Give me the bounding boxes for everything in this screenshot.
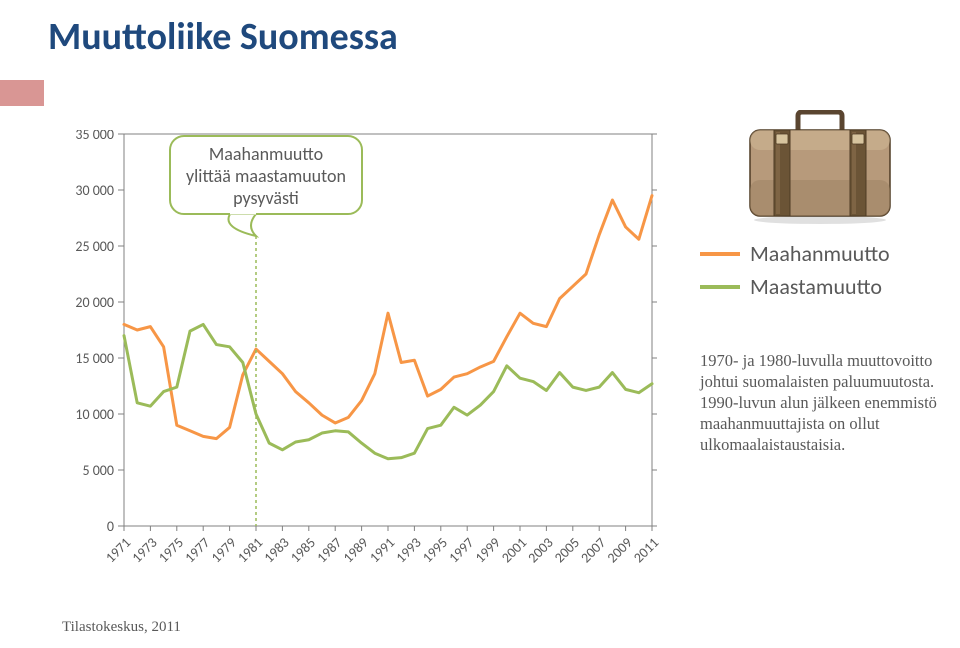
svg-text:35 000: 35 000 [75,130,114,143]
svg-text:0: 0 [107,518,114,535]
legend-item-maahanmuutto: Maahanmuutto [700,240,890,267]
svg-text:25 000: 25 000 [75,238,114,255]
svg-text:2011: 2011 [630,534,662,566]
legend-swatch [700,285,740,289]
source-citation: Tilastokeskus, 2011 [62,619,181,636]
annotation-note: 1970- ja 1980-luvulla muuttovoitto johtu… [700,350,942,456]
legend-label: Maahanmuutto [750,240,890,267]
svg-text:pysyvästi: pysyvästi [233,187,299,209]
svg-text:ylittää maastamuuton: ylittää maastamuuton [186,165,346,187]
svg-text:1983: 1983 [260,534,292,566]
migration-chart: 0 5 000 10 000 15 000 20 000 25 000 30 000 35 0… [62,130,662,580]
svg-text:2005: 2005 [551,534,583,566]
svg-text:1971: 1971 [102,534,134,566]
svg-text:20 000: 20 000 [75,294,114,311]
svg-text:1981: 1981 [234,534,266,566]
svg-text:1999: 1999 [472,534,504,566]
svg-text:2001: 2001 [498,534,530,566]
svg-text:2007: 2007 [577,534,609,566]
side-tab-decoration [0,80,44,106]
svg-text:1973: 1973 [128,534,160,566]
svg-text:2009: 2009 [604,534,636,566]
legend-swatch [700,252,740,256]
chart-svg: 0 5 000 10 000 15 000 20 000 25 000 30 000 35 0… [62,130,662,580]
slide: Muuttoliike Suomessa 0 5 000 10 000 15 000 2… [0,0,960,648]
svg-text:1995: 1995 [419,534,451,566]
legend-label: Maastamuutto [750,273,882,300]
svg-text:1985: 1985 [287,534,319,566]
svg-text:2003: 2003 [524,534,556,566]
chart-legend: Maahanmuutto Maastamuutto [700,240,890,306]
svg-text:1987: 1987 [313,534,345,566]
svg-text:10 000: 10 000 [75,406,114,423]
suitcase-icon [740,110,900,225]
svg-text:1991: 1991 [366,534,398,566]
page-title: Muuttoliike Suomessa [48,14,398,60]
svg-text:5 000: 5 000 [82,462,114,479]
svg-text:1997: 1997 [445,534,477,566]
legend-item-maastamuutto: Maastamuutto [700,273,890,300]
svg-text:15 000: 15 000 [75,350,114,367]
svg-text:30 000: 30 000 [75,182,114,199]
svg-text:1977: 1977 [181,534,213,566]
svg-text:Maahanmuutto: Maahanmuutto [209,143,323,165]
svg-text:1993: 1993 [392,534,424,566]
svg-text:1975: 1975 [155,534,187,566]
svg-text:1979: 1979 [208,534,240,566]
svg-text:1989: 1989 [340,534,372,566]
